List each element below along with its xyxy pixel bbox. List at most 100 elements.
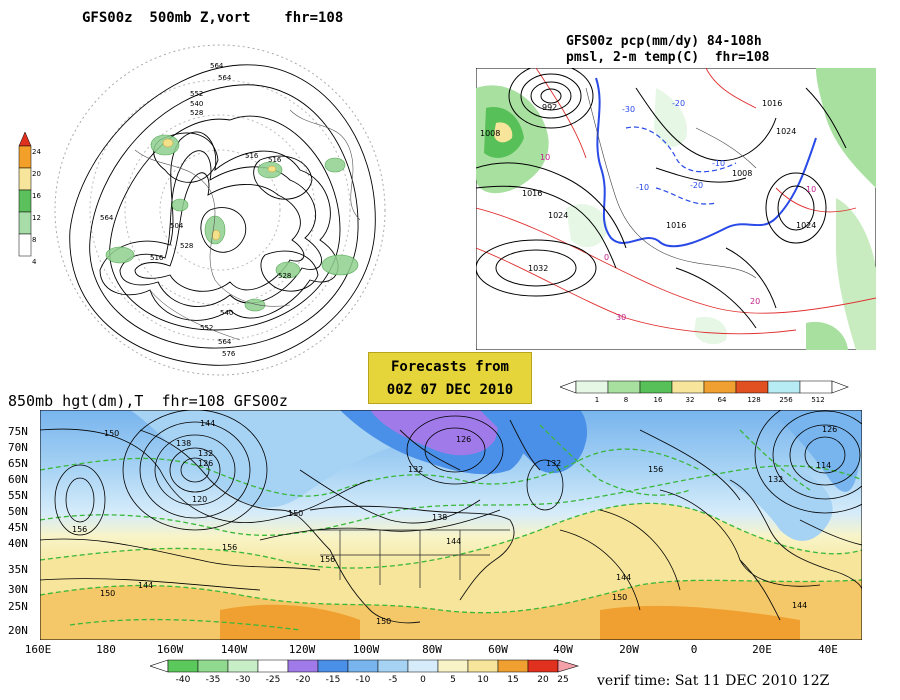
precip-colorbar-label: 16: [653, 396, 663, 404]
precip-colorbar-label: 256: [779, 396, 793, 404]
height-label: 132: [198, 449, 213, 458]
precip-colorbar-label: 32: [685, 396, 695, 404]
contour-label: 540: [220, 309, 233, 317]
contour-label: 564: [218, 74, 232, 82]
height-label: 132: [768, 475, 783, 484]
temp-label: 30: [616, 313, 626, 322]
precip-colorbar: [560, 380, 849, 394]
height-label: 150: [376, 617, 391, 626]
precip-colorbar-label: 128: [747, 396, 761, 404]
temp-colorbar-label: -20: [295, 675, 311, 685]
temp-colorbar-label: -15: [325, 675, 341, 685]
height-label: 126: [198, 459, 213, 468]
vort-label: 4: [32, 258, 37, 266]
lon-label: 80W: [422, 643, 442, 656]
temp-colorbar-label: 5: [450, 675, 456, 685]
contour-label: 564: [218, 338, 232, 346]
isobar-label: 1024: [548, 211, 568, 220]
vort-label: 8: [32, 236, 37, 244]
lon-label: 60W: [488, 643, 508, 656]
lat-label: 65N: [8, 457, 28, 470]
850mb-temperature-map: 150 144 138 132 126 120 156 156 150 144 …: [40, 410, 862, 640]
temp-colorbar-label: 20: [537, 675, 549, 685]
isobar-label: 1016: [666, 221, 686, 230]
vorticity-colorbar: [18, 132, 32, 257]
vort-label: 12: [32, 214, 41, 222]
temp-label: -10: [636, 183, 649, 192]
forecast-init-time: 00Z 07 DEC 2010: [386, 382, 514, 398]
lat-label: 35N: [8, 563, 28, 576]
contour-label: 516: [150, 254, 164, 262]
temp-label: -30: [622, 105, 635, 114]
contour-label: 504: [170, 222, 184, 230]
temp-colorbar-label: -5: [388, 675, 398, 685]
temp-colorbar-label: 0: [420, 675, 426, 685]
temp-colorbar-label: -30: [235, 675, 251, 685]
lon-label: 20E: [752, 643, 772, 656]
height-label: 114: [816, 461, 831, 470]
height-label: 144: [200, 419, 215, 428]
contour-label: 552: [190, 90, 203, 98]
lon-label: 180: [96, 643, 116, 656]
contour-label: 528: [278, 272, 291, 280]
temp-label: -20: [672, 99, 685, 108]
height-label: 138: [176, 439, 191, 448]
temp-colorbar-label: -25: [265, 675, 281, 685]
temperature-colorbar: [150, 659, 580, 673]
lat-label: 40N: [8, 537, 28, 550]
height-label: 150: [104, 429, 119, 438]
precip-colorbar-label: 512: [811, 396, 825, 404]
contour-label: 528: [190, 109, 203, 117]
lat-label: 55N: [8, 489, 28, 502]
height-label: 144: [792, 601, 807, 610]
temp-label: 10: [540, 153, 550, 162]
contour-label: 564: [100, 214, 114, 222]
height-label: 144: [616, 573, 631, 582]
upper-right-title-line2: pmsl, 2-m temp(C) fhr=108: [566, 50, 770, 65]
height-label: 126: [456, 435, 471, 444]
isobar-label: 1008: [732, 169, 752, 178]
polar-500mb-map: 564 564 552 540 528 516 504 564 528 516 …: [54, 44, 386, 376]
vort-label: 16: [32, 192, 41, 200]
vort-label: 20: [32, 170, 41, 178]
lon-label: 40W: [553, 643, 573, 656]
lon-label: 100W: [352, 643, 380, 656]
height-label: 156: [72, 525, 87, 534]
height-label: 150: [100, 589, 115, 598]
isobar-label: 992: [542, 103, 557, 112]
temp-colorbar-label: -10: [355, 675, 371, 685]
contour-label: 528: [180, 242, 193, 250]
height-label: 150: [612, 593, 627, 602]
lon-label: 140W: [220, 643, 248, 656]
height-label: 156: [320, 555, 335, 564]
isobar-label: 1016: [762, 99, 782, 108]
lon-label: 160E: [24, 643, 52, 656]
lon-label: 0: [690, 643, 698, 656]
lat-label: 75N: [8, 425, 28, 438]
height-label: 120: [192, 495, 207, 504]
temp-colorbar-label: 10: [477, 675, 489, 685]
isobar-label: 1032: [528, 264, 548, 273]
isobar-label: 1024: [796, 221, 816, 230]
temp-label: 0: [604, 253, 609, 262]
lon-label: 20W: [619, 643, 639, 656]
forecast-from-label: Forecasts from: [390, 359, 509, 375]
lower-title: 850mb hgt(dm),T fhr=108 GFS00z: [8, 392, 288, 410]
lon-label: 40E: [818, 643, 838, 656]
temp-colorbar-label: -35: [205, 675, 221, 685]
precip-colorbar-label: 8: [623, 396, 629, 404]
contour-label: 564: [210, 62, 224, 70]
isobar-label: 1008: [480, 129, 500, 138]
contour-label: 516: [268, 156, 282, 164]
height-label: 144: [446, 537, 461, 546]
height-label: 126: [822, 425, 837, 434]
isobar-label: 1016: [522, 189, 542, 198]
height-label: 138: [432, 513, 447, 522]
upper-left-title: GFS00z 500mb Z,vort fhr=108: [82, 10, 344, 26]
temp-label: 10: [806, 185, 816, 194]
contour-label: 576: [222, 350, 236, 358]
temp-colorbar-label: -40: [175, 675, 191, 685]
height-label: 132: [546, 459, 561, 468]
temp-label: -20: [690, 181, 703, 190]
lat-label: 30N: [8, 583, 28, 596]
